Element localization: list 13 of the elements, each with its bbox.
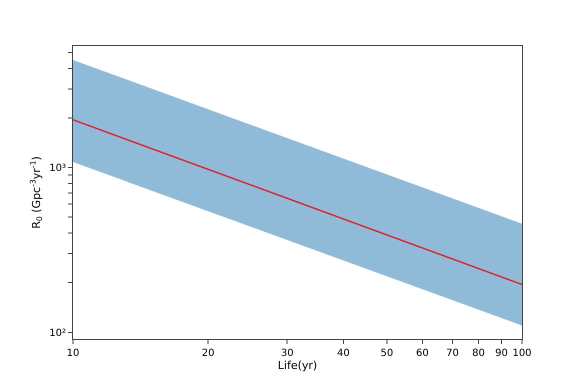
x-tick-label: 70: [446, 348, 459, 359]
x-tick-label: 10: [66, 348, 80, 359]
x-tick-label: 60: [416, 348, 429, 359]
x-tick-label: 40: [336, 348, 350, 359]
x-tick-label: 20: [202, 348, 215, 359]
y-tick-label: 10²: [49, 328, 66, 339]
x-tick-label: 100: [512, 348, 532, 359]
x-tick-label: 90: [495, 348, 508, 359]
x-tick-label: 80: [472, 348, 485, 359]
x-axis-title: Life(yr): [278, 359, 318, 372]
y-tick-label: 10³: [49, 163, 66, 174]
x-tick-label: 30: [280, 348, 294, 359]
x-tick-label: 50: [380, 348, 394, 359]
